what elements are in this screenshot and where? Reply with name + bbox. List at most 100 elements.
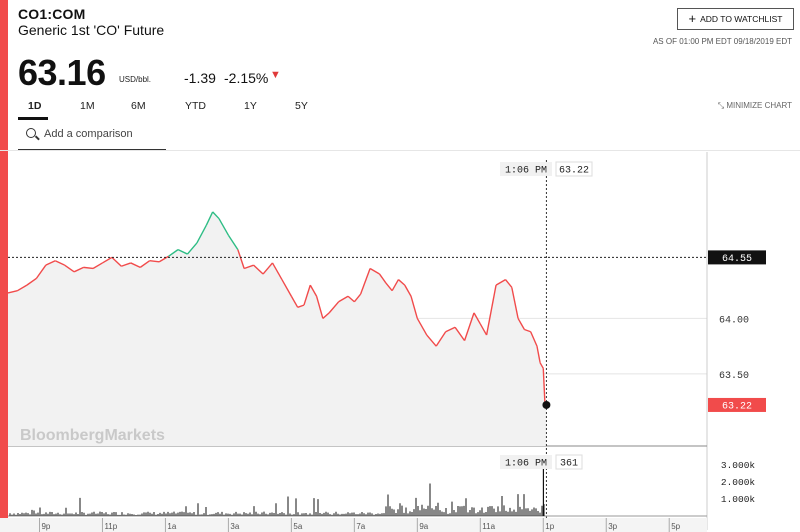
price-line-segment: [158, 255, 169, 263]
price-line-segment: [271, 262, 283, 280]
price-line-segment: [454, 326, 466, 342]
price-area-fill: [8, 211, 547, 446]
previous-close-label: 64.55: [722, 254, 752, 265]
tab-1d[interactable]: 1D: [28, 100, 42, 112]
price-line-segment: [315, 296, 324, 319]
add-to-watchlist-label: ADD TO WATCHLIST: [700, 14, 783, 24]
tab-6m[interactable]: 6M: [131, 100, 146, 112]
price-line-segment: [359, 268, 371, 295]
tab-1m[interactable]: 1M: [80, 100, 95, 112]
price-line-segment: [205, 211, 214, 226]
price-line-segment: [281, 279, 292, 297]
price-line-segment: [303, 284, 311, 306]
price-line-segment: [416, 318, 428, 336]
price-line-segment: [237, 249, 245, 269]
price-line-segment: [309, 284, 318, 297]
price-line-segment: [473, 312, 481, 325]
x-tick-label: 11p: [104, 522, 117, 531]
tab-ytd[interactable]: YTD: [185, 100, 206, 112]
x-axis-band: [0, 518, 707, 532]
price-line-segment: [524, 328, 531, 333]
price-line-segment: [92, 262, 103, 270]
minimize-chart-label: MINIMIZE CHART: [726, 101, 792, 110]
price-line-segment: [504, 279, 513, 288]
watermark: BloombergMarkets: [20, 427, 165, 444]
x-tick-label: 5p: [671, 522, 680, 531]
y-tick-label: 64.00: [719, 315, 749, 326]
comparison-input[interactable]: [44, 126, 164, 142]
price-line-segment: [347, 295, 355, 303]
last-price-marker: [542, 400, 551, 409]
chart-top-divider: [0, 150, 800, 151]
price-line-segment: [149, 260, 160, 263]
price-unit: USD/bbl.: [119, 75, 152, 84]
x-tick-label: 9p: [41, 522, 50, 531]
price-line-segment: [35, 264, 47, 279]
price-line-segment: [253, 264, 264, 275]
price-line-segment: [397, 279, 406, 286]
price-line-segment: [121, 262, 132, 267]
x-tick-label: 5a: [293, 522, 302, 531]
price-change-percent: -2.15%: [224, 70, 269, 86]
price-line-segment: [378, 273, 387, 284]
price-line-segment: [186, 242, 198, 255]
previous-close-label-box: [708, 250, 766, 265]
price-line-segment: [17, 284, 28, 292]
price-line-segment: [227, 234, 239, 251]
price-line-segment: [64, 264, 75, 273]
minimize-icon: ⤡: [717, 101, 725, 110]
as-of-timestamp: AS OF 01:00 PM EDT 09/18/2019 EDT: [652, 37, 792, 46]
crosshair-time-label-box: [500, 162, 552, 176]
crosshair-value-label-box: [555, 161, 593, 177]
accent-bar: [0, 0, 8, 532]
price-line-segment: [73, 266, 84, 273]
price-line-segment: [26, 277, 37, 286]
price-line-segment: [130, 262, 141, 269]
tab-1y[interactable]: 1Y: [244, 100, 257, 112]
last-price: 63.16: [18, 52, 106, 93]
x-tick-label: 11a: [482, 522, 495, 531]
price-line-segment: [83, 266, 94, 270]
price-line-segment: [511, 287, 519, 319]
price-line-segment: [102, 256, 113, 264]
price-line-segment: [485, 285, 497, 336]
price-line-segment: [54, 260, 65, 266]
price-line-segment: [45, 260, 56, 266]
add-to-watchlist-button[interactable]: + ADD TO WATCHLIST: [677, 8, 794, 30]
price-line-segment: [536, 346, 541, 363]
price-line-segment: [404, 284, 412, 297]
price-line-segment: [297, 304, 305, 308]
last-price-label-box: [708, 397, 766, 412]
x-tick-label: 1a: [167, 522, 176, 531]
price-line-segment: [426, 334, 437, 347]
price-line-segment: [7, 289, 18, 294]
price-line-segment: [410, 296, 418, 319]
price-line-segment: [369, 267, 380, 275]
price-line-segment: [445, 326, 456, 333]
price-line-segment: [495, 278, 506, 286]
x-tick-label: 9a: [419, 522, 428, 531]
minimize-chart-button[interactable]: ⤡ MINIMIZE CHART: [718, 101, 792, 111]
price-line-segment: [539, 362, 544, 369]
price-line-segment: [391, 279, 400, 292]
comparison-search: [18, 122, 166, 150]
price-line-segment: [177, 248, 188, 255]
volume-crosshair-value-label: 361: [560, 459, 578, 470]
price-line-segment: [328, 301, 340, 314]
price-line-segment: [530, 331, 538, 347]
instrument-name: Generic 1st 'CO' Future: [18, 22, 165, 38]
volume-tick-label: 2.000k: [721, 477, 756, 488]
price-line-segment: [168, 249, 179, 257]
price-line-segment: [385, 282, 393, 292]
crosshair-time-label: 1:06 PM: [505, 166, 547, 177]
y-tick-label: 63.50: [719, 371, 749, 382]
price-line-segment: [353, 293, 362, 303]
price-line-segment: [139, 260, 151, 268]
x-tick-label: 1p: [545, 522, 554, 531]
price-line-segment: [212, 211, 220, 220]
price-line-segment: [542, 368, 546, 402]
active-tab-underline: [18, 117, 48, 120]
tab-5y[interactable]: 5Y: [295, 100, 308, 112]
volume-tick-label: 1.000k: [721, 494, 756, 505]
